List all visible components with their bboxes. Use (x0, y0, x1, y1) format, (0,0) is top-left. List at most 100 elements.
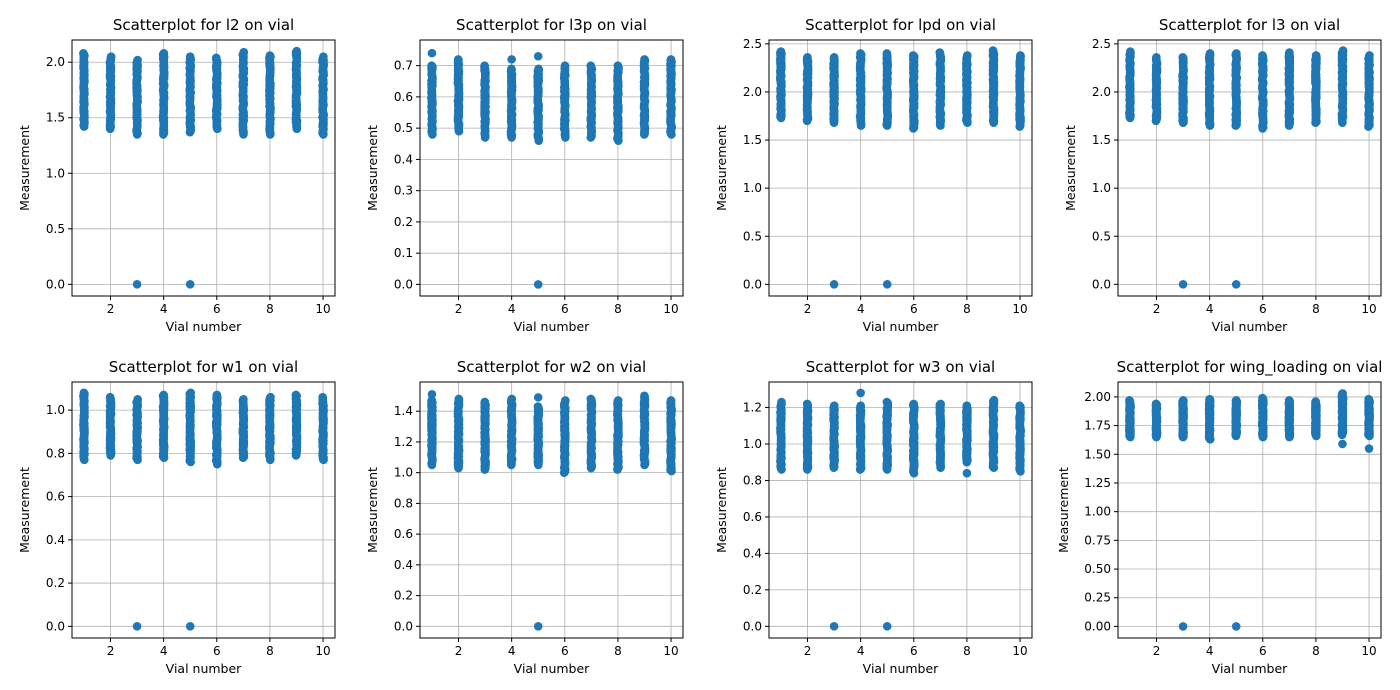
y-tick-label: 0.2 (394, 589, 413, 603)
y-tick-label: 1.0 (394, 466, 413, 480)
x-tick-label: 8 (614, 302, 622, 316)
x-tick-label: 2 (455, 644, 463, 658)
y-tick-label: 1.5 (743, 133, 762, 147)
outlier-point (829, 622, 839, 631)
outlier-point (856, 388, 865, 398)
data-point (106, 52, 116, 61)
outlier-point (507, 55, 516, 64)
y-axis-label: Measurement (714, 125, 729, 211)
outlier-point (1178, 280, 1188, 289)
data-point (507, 394, 517, 404)
outlier-point (185, 622, 195, 631)
data-point (586, 61, 596, 70)
data-point (613, 61, 623, 70)
y-tick-label: 1.5 (46, 111, 65, 125)
data-point (133, 55, 142, 65)
y-tick-label: 1.0 (1092, 181, 1111, 195)
scatter-points (427, 389, 676, 631)
y-tick-label: 0.8 (743, 473, 762, 487)
x-tick-label: 6 (561, 644, 569, 658)
y-tick-label: 0.2 (743, 583, 762, 597)
x-tick-label: 8 (963, 644, 971, 658)
y-tick-label: 0.0 (1092, 277, 1111, 291)
y-tick-label: 0.0 (743, 277, 762, 291)
x-tick-label: 10 (1361, 302, 1376, 316)
y-tick-label: 0.0 (46, 277, 65, 291)
y-tick-label: 0.6 (743, 510, 762, 524)
data-point (613, 396, 623, 405)
data-point (1015, 401, 1024, 410)
y-axis-label: Measurement (365, 125, 380, 211)
chart-title: Scatterplot for l2 on vial (113, 16, 294, 34)
y-tick-label: 1.2 (743, 401, 762, 415)
scatter-points (1125, 46, 1374, 289)
y-tick-label: 0.7 (394, 59, 413, 73)
data-point (640, 391, 649, 401)
x-tick-label: 2 (107, 644, 115, 658)
y-tick-label: 0.5 (743, 229, 762, 243)
x-tick-label: 2 (107, 302, 115, 316)
data-point (1284, 396, 1294, 405)
data-point (963, 51, 972, 60)
x-tick-label: 6 (213, 302, 221, 316)
data-point (803, 53, 812, 62)
x-tick-label: 10 (1012, 644, 1027, 658)
y-tick-label: 0.6 (46, 490, 65, 504)
data-point (989, 395, 999, 405)
data-point (533, 402, 543, 411)
x-axis-label: Vial number (514, 661, 591, 676)
data-point (856, 49, 865, 58)
data-point (453, 55, 463, 64)
x-tick-label: 4 (160, 644, 168, 658)
data-point (962, 401, 972, 410)
data-point (666, 55, 676, 64)
data-point (319, 52, 328, 61)
y-tick-label: 0.2 (394, 215, 413, 229)
data-point (159, 49, 169, 58)
outlier-point (533, 51, 543, 61)
y-tick-label: 1.4 (394, 404, 413, 418)
data-point (908, 51, 918, 60)
x-tick-label: 4 (508, 644, 516, 658)
y-tick-label: 1.0 (743, 181, 762, 195)
scatter-points (79, 388, 328, 631)
x-tick-label: 8 (614, 644, 622, 658)
data-point (560, 61, 570, 70)
y-tick-label: 0.2 (46, 576, 65, 590)
axes-frame (768, 39, 1033, 297)
data-point (1232, 49, 1241, 58)
x-tick-label: 4 (857, 302, 865, 316)
data-point (292, 46, 301, 56)
y-tick-label: 0.6 (394, 90, 413, 104)
y-tick-label: 0.3 (394, 184, 413, 198)
data-point (291, 390, 301, 400)
data-point (133, 395, 142, 404)
y-tick-label: 0.0 (394, 619, 413, 633)
data-point (1152, 53, 1161, 62)
y-tick-label: 0.6 (394, 527, 413, 541)
outlier-point (427, 48, 437, 58)
x-tick-label: 2 (455, 302, 463, 316)
x-tick-label: 6 (213, 644, 221, 658)
outlier-point (132, 622, 142, 631)
x-tick-label: 4 (160, 302, 168, 316)
data-point (1205, 49, 1215, 58)
x-tick-label: 10 (315, 644, 330, 658)
y-axis-label: Measurement (17, 467, 32, 553)
x-tick-label: 4 (508, 302, 516, 316)
x-tick-label: 10 (663, 644, 678, 658)
chart-title: Scatterplot for l3 on vial (1159, 16, 1340, 34)
x-axis-label: Vial number (166, 319, 243, 334)
axes-frame (71, 39, 336, 297)
y-tick-label: 0.4 (394, 558, 413, 572)
x-tick-label: 8 (266, 644, 274, 658)
x-tick-label: 8 (963, 302, 971, 316)
data-point (1338, 46, 1348, 55)
y-tick-label: 1.0 (46, 166, 65, 180)
y-tick-label: 0.4 (46, 533, 65, 547)
data-point (239, 395, 248, 404)
y-axis-label: Measurement (17, 125, 32, 211)
